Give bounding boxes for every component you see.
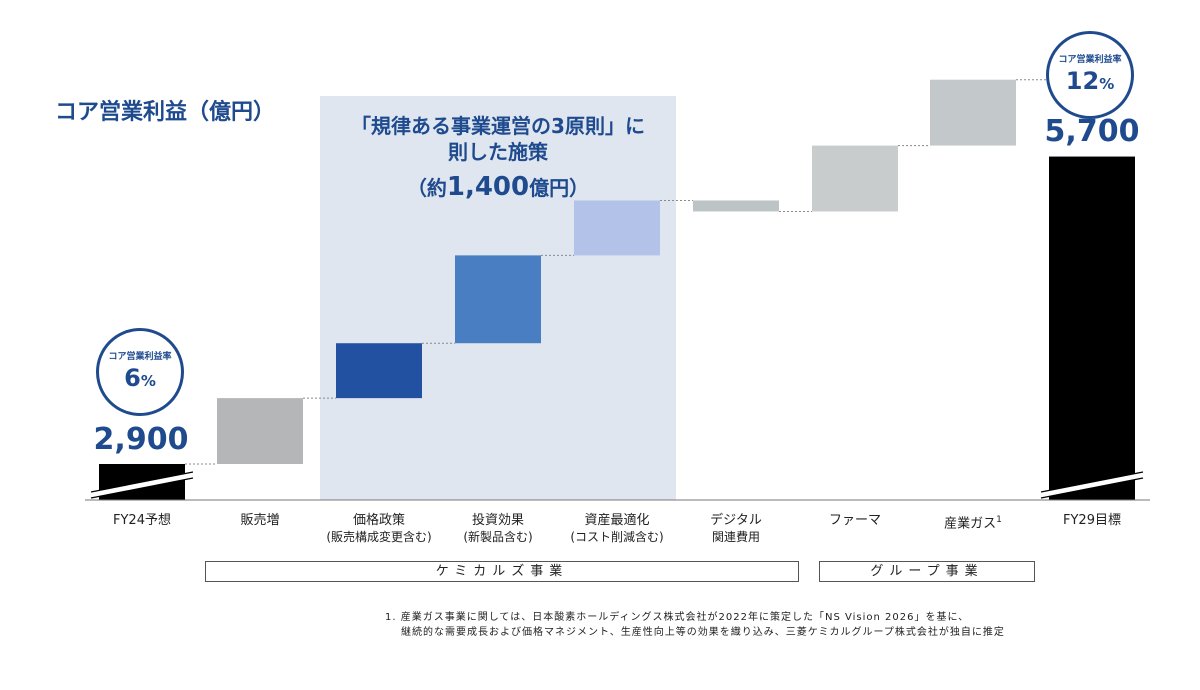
badge-start-value: 6% [124,364,156,392]
category-label-main: 資産最適化 [584,513,650,528]
footnote-line2: 継続的な需要成長および価格マネジメント、生産性向上等の効果を織り込み、三菱ケミカ… [401,627,1005,638]
category-label: 産業ガス1 [908,512,1038,532]
group-group-business: グループ事業 [819,561,1035,582]
bar-fy29-target [1049,156,1135,500]
highlight-paren-open: （約 [406,176,447,200]
axis-break-line [1040,471,1144,493]
category-label-main: 投資効果 [471,513,524,528]
bar-industrial-gas [930,79,1016,146]
category-label-sub: (コスト削減含む) [570,530,664,544]
axis-break-line [1040,477,1144,499]
category-label: デジタル 関連費用 [671,512,801,546]
bar-pharma [812,145,898,212]
axis-break-line [90,471,194,493]
category-label-main: FY24予想 [113,513,171,528]
highlight-unit-close: 億円） [529,176,590,200]
margin-badge-start: コア営業利益率 6% [96,328,184,416]
category-label-main: デジタル [710,513,762,528]
category-label-sub: (新製品含む) [463,530,533,544]
axis-break-band [91,472,193,498]
category-label-main: ファーマ [828,513,881,528]
axis-break-line [90,477,194,499]
footnote: 1. 産業ガス事業に関しては、日本酸素ホールディングス株式会社が2022年に策定… [385,610,1005,640]
category-label-sub: (販売構成変更含む) [326,530,432,544]
group-chemicals: ケミカルズ事業 [205,561,799,582]
footnote-marker: 1 [996,515,1002,525]
highlight-amount-value: 1,400 [446,172,530,202]
bar-investment-effect [455,255,541,344]
bar-pricing-policy [336,343,422,399]
bar-asset-optimization [574,200,660,256]
badge-start-label: コア営業利益率 [108,352,172,362]
bar-sales-growth [217,398,303,464]
highlight-heading-line1: 「規律ある事業運営の3原則」に [351,114,645,138]
axis-break-band [1041,472,1143,498]
highlight-amount: （約1,400億円） [320,172,676,202]
category-label: 価格政策 (販売構成変更含む) [314,512,444,546]
margin-badge-end: コア営業利益率 12% [1046,31,1134,119]
footnote-line1: 1. 産業ガス事業に関しては、日本酸素ホールディングス株式会社が2022年に策定… [385,612,970,623]
chart-title: コア営業利益（億円） [55,100,276,125]
category-label: 販売増 [195,512,325,529]
bar-digital-cost [693,200,779,212]
start-value-label: 2,900 [93,422,189,457]
badge-end-value: 12% [1065,67,1115,95]
category-label-main: 価格政策 [352,513,405,528]
category-label: 資産最適化 (コスト削減含む) [552,512,682,546]
category-label: 投資効果 (新製品含む) [433,512,563,546]
category-label-main: 販売増 [240,513,280,528]
highlight-heading-line2: 則した施策 [448,140,548,164]
category-label-main: FY29目標 [1063,513,1121,528]
category-label-main: 産業ガス [944,516,997,532]
category-label: ファーマ [790,512,920,529]
category-label: FY24予想 [77,512,207,529]
category-label: FY29目標 [1027,512,1157,529]
badge-end-label: コア営業利益率 [1058,55,1122,65]
end-value-label: 5,700 [1044,114,1140,149]
category-label-sub: 関連費用 [711,530,760,544]
